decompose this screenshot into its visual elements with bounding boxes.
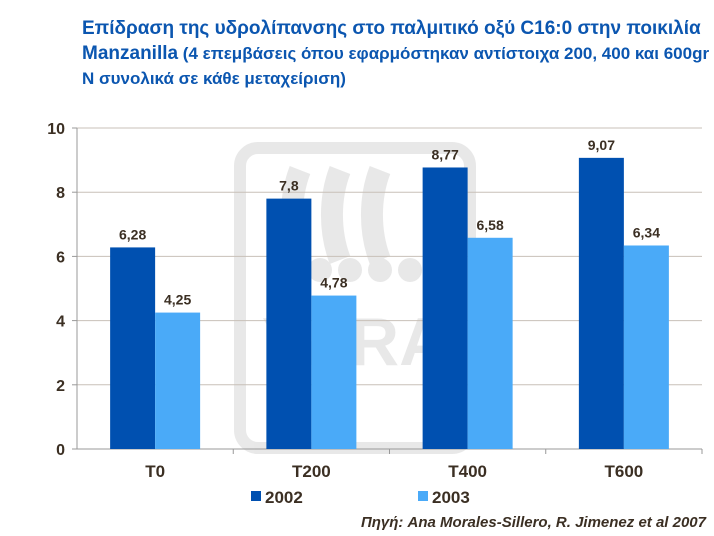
y-tick-label: 2: [56, 378, 65, 395]
chart-title: Επίδραση της υδρολίπανσης στο παλμιτικό …: [82, 16, 712, 91]
data-label: 4,78: [320, 275, 347, 291]
y-tick-label: 0: [56, 442, 65, 459]
legend-swatch-2002: [251, 491, 261, 501]
bar-2002-T600: [578, 157, 624, 449]
source-citation: Πηγή: Ana Morales-Sillero, R. Jimenez et…: [360, 514, 706, 531]
title-sub: (4 επεμβάσεις όπου εφαρμόστηκαν αντίστοι…: [82, 44, 710, 88]
data-label: 9,07: [588, 137, 615, 153]
bar-2003-T600: [623, 245, 669, 449]
bar-2002-T400: [422, 167, 468, 449]
y-tick-label: 4: [56, 314, 65, 331]
legend-label: 2002: [265, 488, 303, 507]
bar-2002-T0: [110, 247, 156, 449]
data-label: 6,58: [477, 217, 504, 233]
y-tick-label: 6: [56, 249, 65, 266]
bar-2003-T200: [311, 295, 357, 449]
y-tick-label: 10: [47, 121, 65, 138]
x-tick-label: T0: [145, 462, 165, 481]
legend-swatch-2003: [418, 491, 428, 501]
data-label: 6,34: [633, 224, 660, 240]
x-tick-label: T400: [448, 462, 487, 481]
data-label: 7,8: [279, 178, 299, 194]
bar-2003-T400: [467, 237, 513, 449]
x-tick-label: T200: [292, 462, 331, 481]
legend-label: 2003: [432, 488, 470, 507]
title-main: Επίδραση της υδρολίπανσης στο παλμιτικό …: [82, 18, 701, 64]
x-tick-label: T600: [605, 462, 644, 481]
data-label: 4,25: [164, 292, 191, 308]
data-label: 8,77: [432, 146, 459, 162]
bar-2002-T200: [266, 198, 312, 449]
y-tick-label: 8: [56, 185, 65, 202]
data-label: 6,28: [119, 226, 146, 242]
bar-2003-T0: [155, 312, 201, 449]
